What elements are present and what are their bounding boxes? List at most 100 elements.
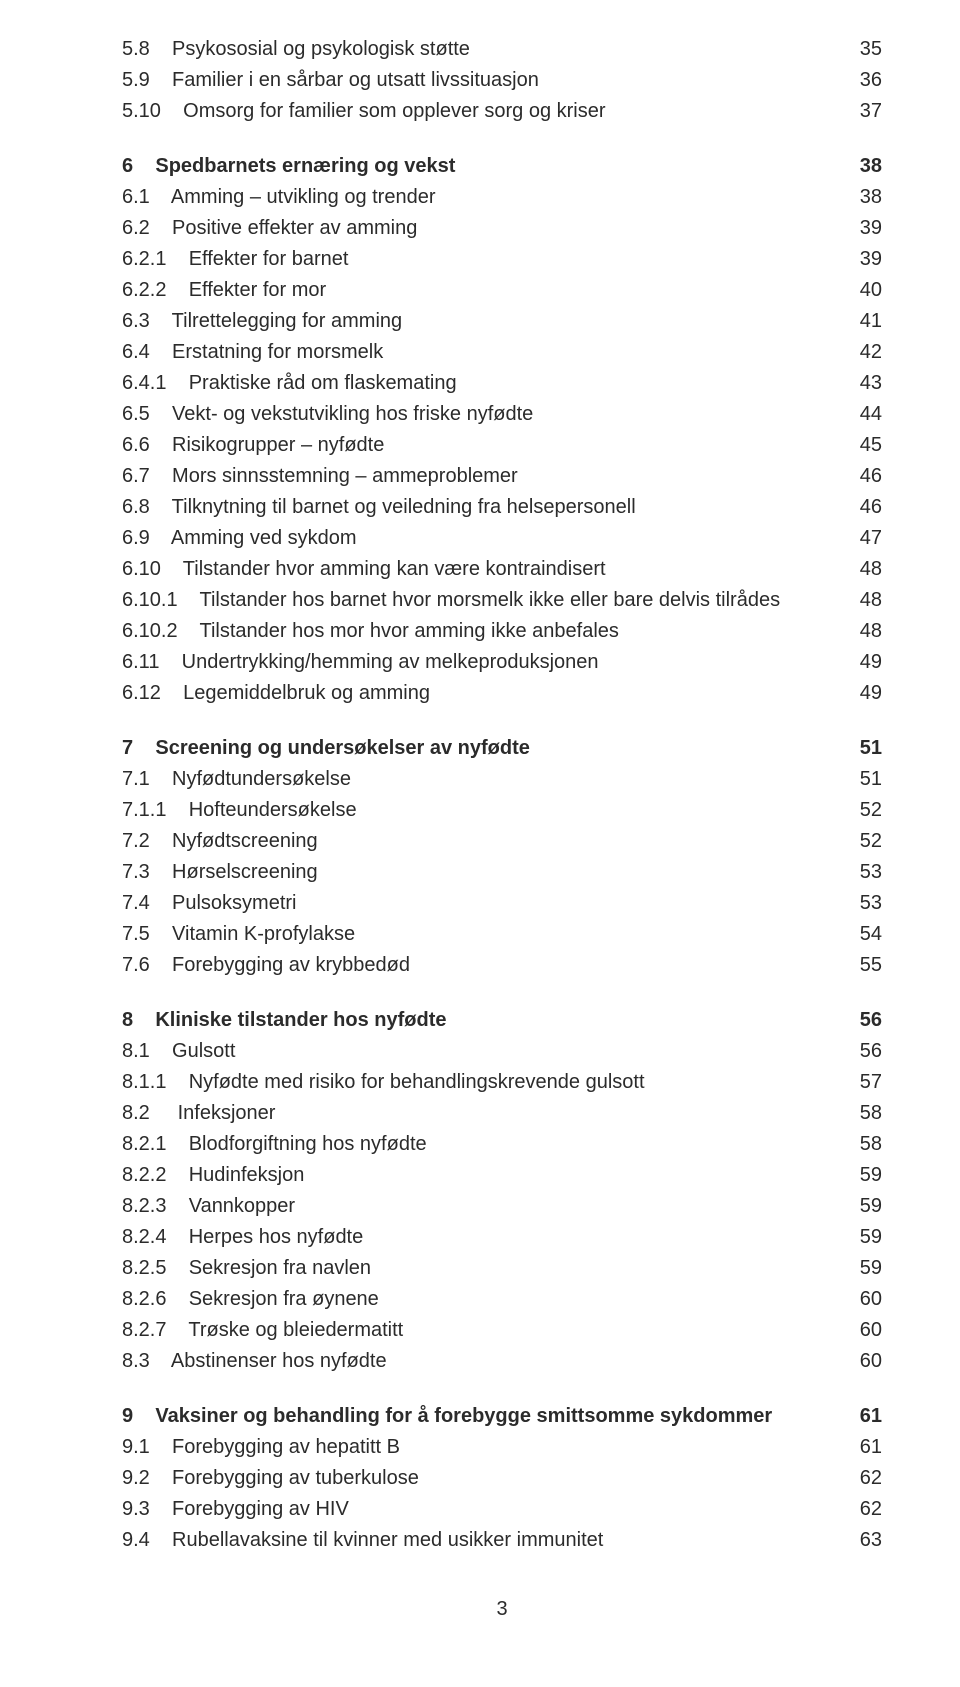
toc-entry: 6.10 Tilstander hvor amming kan være kon…: [122, 554, 882, 585]
toc-entry-page: 60: [818, 1284, 882, 1315]
toc-entry-page: 47: [818, 523, 882, 554]
toc-entry: 6.11 Undertrykking/hemming av melkeprodu…: [122, 647, 882, 678]
toc-entry-page: 41: [818, 306, 882, 337]
toc-entry-page: 59: [818, 1222, 882, 1253]
toc-entry-page: 58: [818, 1098, 882, 1129]
toc-entry: 9.1 Forebygging av hepatitt B61: [122, 1432, 882, 1463]
toc-entry: 8.2.2 Hudinfeksjon59: [122, 1160, 882, 1191]
toc-entry-label: 8.2 Infeksjoner: [122, 1098, 818, 1129]
toc-entry-label: 6.8 Tilknytning til barnet og veiledning…: [122, 492, 818, 523]
toc-section-gap: [122, 1377, 882, 1401]
toc-entry-label: 9.2 Forebygging av tuberkulose: [122, 1463, 818, 1494]
toc-entry: 8.2.4 Herpes hos nyfødte59: [122, 1222, 882, 1253]
toc-entry-label: 6 Spedbarnets ernæring og vekst: [122, 151, 818, 182]
toc-entry-label: 5.8 Psykososial og psykologisk støtte: [122, 34, 818, 65]
toc-section-gap: [122, 981, 882, 1005]
toc-entry-page: 56: [818, 1005, 882, 1036]
table-of-contents: 5.8 Psykososial og psykologisk støtte355…: [122, 34, 882, 1556]
toc-entry-page: 39: [818, 244, 882, 275]
toc-entry-page: 46: [818, 492, 882, 523]
toc-entry-label: 6.4 Erstatning for morsmelk: [122, 337, 818, 368]
toc-entry-label: 9.1 Forebygging av hepatitt B: [122, 1432, 818, 1463]
toc-entry-label: 6.2.2 Effekter for mor: [122, 275, 818, 306]
toc-entry-page: 44: [818, 399, 882, 430]
toc-entry-label: 8.2.3 Vannkopper: [122, 1191, 818, 1222]
toc-entry-page: 42: [818, 337, 882, 368]
toc-entry-label: 8.2.7 Trøske og bleiedermatitt: [122, 1315, 818, 1346]
toc-entry-label: 9.3 Forebygging av HIV: [122, 1494, 818, 1525]
toc-entry: 6.4.1 Praktiske råd om flaskemating43: [122, 368, 882, 399]
toc-entry-label: 6.7 Mors sinnsstemning – ammeproblemer: [122, 461, 818, 492]
toc-entry-label: 6.10.1 Tilstander hos barnet hvor morsme…: [122, 585, 818, 616]
toc-entry: 6 Spedbarnets ernæring og vekst38: [122, 151, 882, 182]
toc-entry-page: 57: [818, 1067, 882, 1098]
toc-entry: 7.6 Forebygging av krybbedød55: [122, 950, 882, 981]
toc-entry-page: 48: [818, 554, 882, 585]
toc-entry-label: 8.2.1 Blodforgiftning hos nyfødte: [122, 1129, 818, 1160]
toc-entry-page: 45: [818, 430, 882, 461]
toc-entry: 9.4 Rubellavaksine til kvinner med usikk…: [122, 1525, 882, 1556]
toc-entry-page: 63: [818, 1525, 882, 1556]
toc-entry-label: 7.2 Nyfødtscreening: [122, 826, 818, 857]
toc-entry-label: 8.3 Abstinenser hos nyfødte: [122, 1346, 818, 1377]
toc-entry-page: 51: [818, 733, 882, 764]
toc-entry-page: 54: [818, 919, 882, 950]
toc-entry-label: 8.2.4 Herpes hos nyfødte: [122, 1222, 818, 1253]
toc-entry: 7.2 Nyfødtscreening52: [122, 826, 882, 857]
toc-entry-label: 9 Vaksiner og behandling for å forebygge…: [122, 1401, 818, 1432]
toc-entry: 6.4 Erstatning for morsmelk42: [122, 337, 882, 368]
toc-entry-label: 7.1.1 Hofteundersøkelse: [122, 795, 818, 826]
toc-entry-page: 38: [818, 151, 882, 182]
toc-entry-page: 48: [818, 616, 882, 647]
toc-entry: 6.10.1 Tilstander hos barnet hvor morsme…: [122, 585, 882, 616]
toc-entry-page: 59: [818, 1253, 882, 1284]
toc-entry-label: 5.10 Omsorg for familier som opplever so…: [122, 96, 818, 127]
toc-entry-label: 6.1 Amming – utvikling og trender: [122, 182, 818, 213]
toc-entry: 9 Vaksiner og behandling for å forebygge…: [122, 1401, 882, 1432]
toc-entry-label: 6.4.1 Praktiske råd om flaskemating: [122, 368, 818, 399]
toc-entry: 8.2.3 Vannkopper59: [122, 1191, 882, 1222]
toc-entry: 8 Kliniske tilstander hos nyfødte56: [122, 1005, 882, 1036]
toc-entry-label: 8.2.5 Sekresjon fra navlen: [122, 1253, 818, 1284]
toc-entry: 7.3 Hørselscreening53: [122, 857, 882, 888]
toc-entry: 5.8 Psykososial og psykologisk støtte35: [122, 34, 882, 65]
toc-entry: 8.1 Gulsott56: [122, 1036, 882, 1067]
toc-entry-label: 9.4 Rubellavaksine til kvinner med usikk…: [122, 1525, 818, 1556]
toc-entry: 6.6 Risikogrupper – nyfødte45: [122, 430, 882, 461]
toc-entry-page: 56: [818, 1036, 882, 1067]
toc-entry: 6.12 Legemiddelbruk og amming49: [122, 678, 882, 709]
toc-entry: 6.3 Tilrettelegging for amming41: [122, 306, 882, 337]
toc-entry: 8.2.7 Trøske og bleiedermatitt60: [122, 1315, 882, 1346]
toc-entry-label: 7.6 Forebygging av krybbedød: [122, 950, 818, 981]
toc-entry: 6.2.1 Effekter for barnet39: [122, 244, 882, 275]
toc-entry: 8.2 Infeksjoner58: [122, 1098, 882, 1129]
toc-entry-page: 40: [818, 275, 882, 306]
toc-entry: 6.5 Vekt- og vekstutvikling hos friske n…: [122, 399, 882, 430]
toc-entry-page: 37: [818, 96, 882, 127]
toc-entry: 9.3 Forebygging av HIV62: [122, 1494, 882, 1525]
toc-entry-label: 6.5 Vekt- og vekstutvikling hos friske n…: [122, 399, 818, 430]
toc-entry: 8.2.6 Sekresjon fra øynene60: [122, 1284, 882, 1315]
toc-entry-page: 60: [818, 1315, 882, 1346]
toc-entry-label: 7.3 Hørselscreening: [122, 857, 818, 888]
toc-entry-page: 51: [818, 764, 882, 795]
toc-entry-page: 36: [818, 65, 882, 96]
toc-entry-page: 59: [818, 1160, 882, 1191]
toc-entry-label: 5.9 Familier i en sårbar og utsatt livss…: [122, 65, 818, 96]
toc-entry: 7.4 Pulsoksymetri53: [122, 888, 882, 919]
toc-entry-label: 8.1.1 Nyfødte med risiko for behandlings…: [122, 1067, 818, 1098]
toc-entry-page: 61: [818, 1401, 882, 1432]
toc-entry: 6.2 Positive effekter av amming39: [122, 213, 882, 244]
toc-entry-page: 35: [818, 34, 882, 65]
toc-entry-label: 6.11 Undertrykking/hemming av melkeprodu…: [122, 647, 818, 678]
toc-entry-label: 6.3 Tilrettelegging for amming: [122, 306, 818, 337]
toc-entry-label: 7.5 Vitamin K-profylakse: [122, 919, 818, 950]
toc-entry: 7.1 Nyfødtundersøkelse51: [122, 764, 882, 795]
toc-entry-page: 62: [818, 1463, 882, 1494]
toc-entry-page: 39: [818, 213, 882, 244]
toc-entry-page: 58: [818, 1129, 882, 1160]
toc-entry: 8.1.1 Nyfødte med risiko for behandlings…: [122, 1067, 882, 1098]
toc-entry: 6.8 Tilknytning til barnet og veiledning…: [122, 492, 882, 523]
toc-entry-page: 61: [818, 1432, 882, 1463]
toc-entry-page: 49: [818, 678, 882, 709]
